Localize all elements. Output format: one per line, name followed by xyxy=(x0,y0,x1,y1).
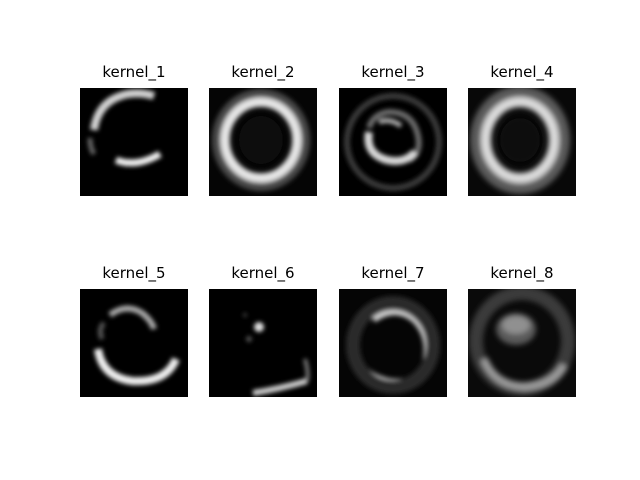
kernel-1-image xyxy=(80,88,188,196)
kernel-5-image xyxy=(80,289,188,397)
kernel-3-image xyxy=(339,88,447,196)
kernel-title-1: kernel_1 xyxy=(102,63,166,81)
kernel-2-image xyxy=(209,88,317,196)
kernel-title-7: kernel_7 xyxy=(361,264,425,282)
kernel-7-image xyxy=(339,289,447,397)
kernel-title-4: kernel_4 xyxy=(490,63,554,81)
kernel-title-5: kernel_5 xyxy=(102,264,166,282)
kernel-6-image xyxy=(209,289,317,397)
kernel-4-image xyxy=(468,88,576,196)
kernel-title-3: kernel_3 xyxy=(361,63,425,81)
kernel-title-8: kernel_8 xyxy=(490,264,554,282)
kernel-8-image xyxy=(468,289,576,397)
kernel-title-2: kernel_2 xyxy=(231,63,295,81)
kernel-title-6: kernel_6 xyxy=(231,264,295,282)
